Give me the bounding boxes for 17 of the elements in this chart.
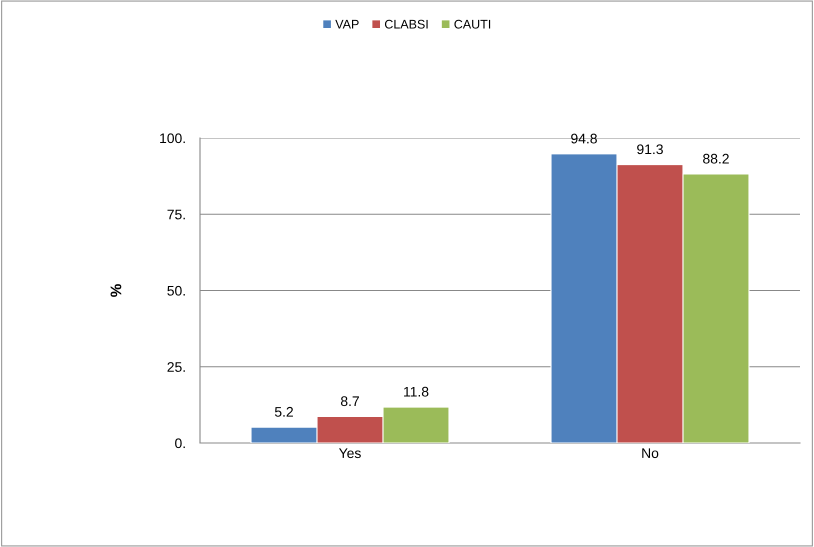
y-tick-label: 75. xyxy=(168,210,185,220)
data-label: 8.7 xyxy=(340,396,359,406)
data-label: 11.8 xyxy=(404,386,428,397)
data-label: 94.8 xyxy=(571,134,597,144)
legend-label: VAP xyxy=(335,20,359,29)
data-label: 5.2 xyxy=(274,406,293,417)
y-tick-label: 0. xyxy=(175,438,185,448)
data-label: 88.2 xyxy=(703,154,729,164)
y-axis-title: % xyxy=(110,284,122,297)
y-tick-label: 25. xyxy=(168,362,185,372)
legend-label: CLABSI xyxy=(384,20,428,29)
legend-label: CAUTI xyxy=(454,20,490,29)
data-label: 91.3 xyxy=(637,144,663,154)
x-tick-label: No xyxy=(642,448,658,458)
y-tick-label: 50. xyxy=(167,286,185,296)
y-tick-label: 100. xyxy=(160,133,185,144)
x-tick-label: Yes xyxy=(338,448,361,458)
